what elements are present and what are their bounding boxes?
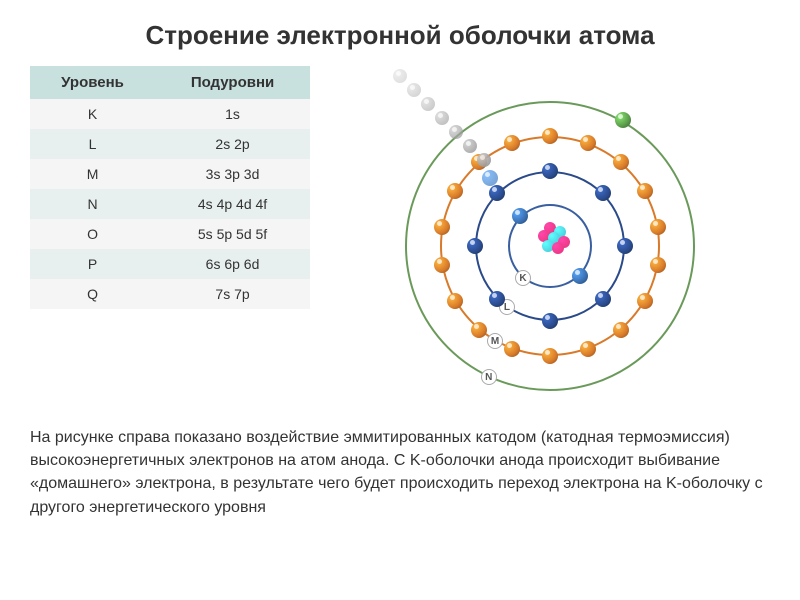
- atom-diagram: KLMN: [380, 66, 720, 406]
- cell-sub: 6s 6p 6d: [155, 249, 310, 279]
- page-title: Строение электронной оболочки атома: [30, 20, 770, 51]
- table-row: M3s 3p 3d: [30, 159, 310, 189]
- cell-sub: 2s 2p: [155, 129, 310, 159]
- cell-level: N: [30, 189, 155, 219]
- beam-particle: [463, 139, 477, 153]
- cell-sub: 5s 5p 5d 5f: [155, 219, 310, 249]
- nucleus: [530, 216, 570, 256]
- cell-sub: 4s 4p 4d 4f: [155, 189, 310, 219]
- electron: [512, 208, 528, 224]
- electron: [595, 291, 611, 307]
- table-row: O5s 5p 5d 5f: [30, 219, 310, 249]
- beam-particle: [435, 111, 449, 125]
- electron: [595, 185, 611, 201]
- ejected-electron: [482, 170, 498, 186]
- cell-sub: 3s 3p 3d: [155, 159, 310, 189]
- cell-sub: 7s 7p: [155, 279, 310, 309]
- cell-level: K: [30, 99, 155, 129]
- table-row: L2s 2p: [30, 129, 310, 159]
- electron: [580, 341, 596, 357]
- electron: [613, 322, 629, 338]
- electron: [434, 257, 450, 273]
- table-row: N4s 4p 4d 4f: [30, 189, 310, 219]
- electron: [542, 128, 558, 144]
- electron: [447, 293, 463, 309]
- table-row: P6s 6p 6d: [30, 249, 310, 279]
- electron: [467, 238, 483, 254]
- electron: [504, 341, 520, 357]
- electron: [572, 268, 588, 284]
- electron: [447, 183, 463, 199]
- electron: [542, 348, 558, 364]
- col-sub: Подуровни: [155, 66, 310, 99]
- cell-level: L: [30, 129, 155, 159]
- electron-n: [615, 112, 631, 128]
- cell-level: Q: [30, 279, 155, 309]
- electron: [489, 291, 505, 307]
- beam-particle: [421, 97, 435, 111]
- shell-label-N: N: [481, 369, 497, 385]
- electron: [542, 313, 558, 329]
- electron: [637, 293, 653, 309]
- beam-particle: [477, 153, 491, 167]
- cell-level: P: [30, 249, 155, 279]
- table-row: K1s: [30, 99, 310, 129]
- beam-particle: [393, 69, 407, 83]
- table-row: Q7s 7p: [30, 279, 310, 309]
- levels-table-wrap: Уровень Подуровни K1sL2s 2pM3s 3p 3dN4s …: [30, 66, 310, 406]
- main-content: Уровень Подуровни K1sL2s 2pM3s 3p 3dN4s …: [30, 66, 770, 406]
- electron: [504, 135, 520, 151]
- electron: [613, 154, 629, 170]
- electron: [637, 183, 653, 199]
- electron: [650, 219, 666, 235]
- electron: [580, 135, 596, 151]
- electron: [650, 257, 666, 273]
- description-text: На рисунке справа показано воздействие э…: [30, 426, 770, 519]
- electron: [617, 238, 633, 254]
- electron: [489, 185, 505, 201]
- cell-level: M: [30, 159, 155, 189]
- col-level: Уровень: [30, 66, 155, 99]
- atom-diagram-wrap: KLMN: [330, 66, 770, 406]
- beam-particle: [407, 83, 421, 97]
- levels-table: Уровень Подуровни K1sL2s 2pM3s 3p 3dN4s …: [30, 66, 310, 309]
- electron: [471, 322, 487, 338]
- electron: [434, 219, 450, 235]
- beam-particle: [449, 125, 463, 139]
- cell-level: O: [30, 219, 155, 249]
- electron: [542, 163, 558, 179]
- cell-sub: 1s: [155, 99, 310, 129]
